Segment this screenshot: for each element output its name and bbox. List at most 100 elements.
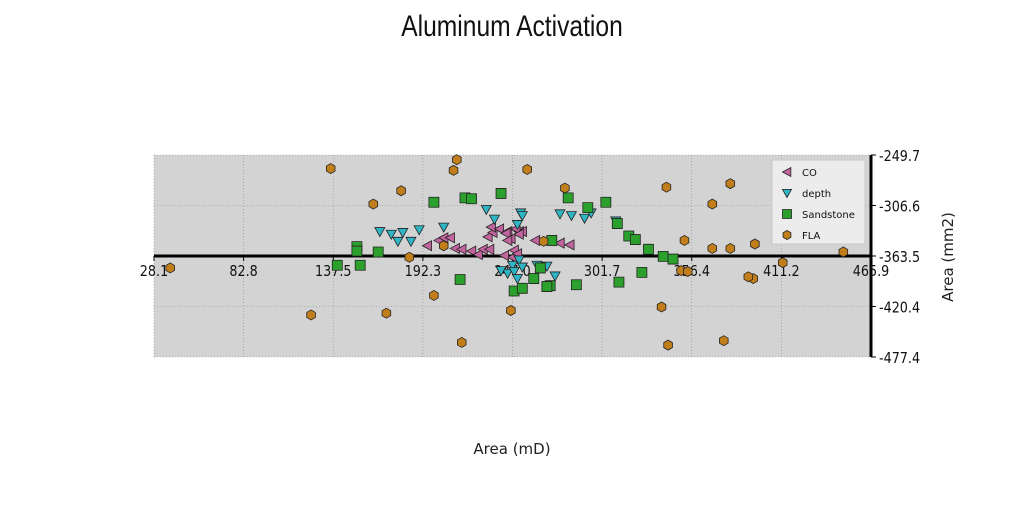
point-fla: [396, 185, 406, 197]
point-sandstone: [454, 274, 466, 285]
point-co: [455, 243, 467, 255]
legend-marker-co: [781, 166, 792, 178]
point-co: [500, 227, 511, 240]
x-tick-label: 465.9: [853, 263, 889, 280]
point-fla: [404, 251, 415, 263]
point-depth: [488, 214, 501, 225]
x-tick-label: 301.7: [584, 263, 620, 280]
point-sandstone: [582, 202, 594, 214]
point-sandstone: [611, 218, 623, 229]
point-fla: [429, 289, 439, 301]
y-tick-label: -363.5: [879, 249, 920, 266]
point-fla: [707, 242, 718, 254]
point-co: [421, 240, 432, 252]
point-depth: [565, 211, 578, 222]
point-sandstone: [657, 250, 669, 262]
point-fla: [452, 154, 462, 166]
point-fla: [656, 301, 667, 313]
point-sandstone: [508, 285, 520, 297]
point-sandstone: [570, 279, 582, 291]
point-sandstone: [629, 234, 641, 245]
point-fla: [679, 234, 690, 246]
point-sandstone: [354, 259, 366, 271]
x-tick-label: 28.1: [140, 263, 168, 280]
point-depth: [405, 236, 417, 248]
point-fla: [325, 163, 336, 175]
point-fla: [707, 198, 718, 210]
point-depth: [385, 229, 397, 241]
point-sandstone: [516, 282, 528, 294]
point-co: [554, 237, 565, 249]
point-fla: [506, 305, 516, 316]
point-fla: [457, 336, 467, 348]
point-sandstone: [643, 243, 654, 255]
point-depth: [480, 204, 492, 216]
point-sandstone: [528, 273, 540, 284]
point-sandstone: [372, 246, 384, 258]
point-co: [483, 243, 495, 255]
point-depth: [508, 267, 520, 278]
x-axis-label: Area (mD): [473, 440, 551, 458]
point-depth: [506, 260, 519, 272]
point-co: [482, 231, 493, 243]
point-sandstone: [495, 188, 507, 199]
point-fla: [750, 238, 760, 250]
point-fla: [368, 198, 379, 210]
point-depth: [501, 268, 514, 280]
point-co: [493, 223, 505, 235]
point-depth: [495, 266, 507, 277]
point-fla: [381, 307, 392, 319]
legend-marker-depth: [781, 189, 793, 199]
y-tick-label: -420.4: [879, 300, 920, 317]
point-co: [485, 221, 496, 233]
point-depth: [511, 220, 524, 231]
point-depth: [516, 211, 529, 222]
x-tick-label: 411.2: [763, 263, 799, 280]
point-fla: [448, 164, 459, 176]
point-depth: [554, 209, 566, 220]
point-co: [498, 249, 509, 262]
point-co: [444, 232, 455, 244]
legend-label-depth: depth: [802, 189, 831, 200]
legend-marker-sandstone: [782, 209, 792, 219]
point-sandstone: [466, 193, 477, 205]
point-fla: [522, 163, 532, 175]
point-sandstone: [636, 266, 648, 278]
point-fla: [743, 271, 754, 283]
plot-area: 28.182.8137.5192.3247.0301.7356.4411.246…: [140, 148, 920, 367]
point-co: [513, 228, 524, 240]
point-depth: [513, 255, 525, 266]
chart-title: Aluminum Activation: [401, 10, 623, 43]
point-depth: [438, 222, 450, 233]
point-fla: [778, 257, 788, 269]
legend-label-co: CO: [802, 168, 817, 179]
point-sandstone: [541, 281, 553, 292]
point-sandstone: [428, 196, 440, 208]
point-fla: [306, 309, 316, 321]
point-sandstone: [351, 245, 363, 257]
x-tick-label: 192.3: [405, 263, 441, 280]
point-depth: [516, 262, 529, 273]
point-fla: [661, 181, 672, 193]
point-fla: [538, 235, 549, 247]
point-co: [472, 248, 483, 261]
point-fla: [683, 266, 693, 277]
point-depth: [374, 227, 386, 238]
y-tick-label: -477.4: [879, 350, 920, 367]
point-fla: [838, 246, 849, 258]
point-depth: [578, 213, 591, 225]
point-sandstone: [613, 276, 625, 288]
point-sandstone: [331, 259, 343, 271]
point-depth: [397, 228, 409, 239]
legend-label-sandstone: Sandstone: [802, 210, 855, 221]
point-depth: [511, 274, 524, 285]
legend-marker-fla: [782, 230, 792, 240]
legend-label-fla: FLA: [802, 231, 821, 242]
y-tick-label: -249.7: [879, 148, 920, 165]
point-co: [501, 234, 513, 247]
point-depth: [392, 236, 404, 248]
point-fla: [165, 262, 175, 274]
point-fla: [719, 335, 729, 347]
point-fla: [725, 178, 736, 190]
